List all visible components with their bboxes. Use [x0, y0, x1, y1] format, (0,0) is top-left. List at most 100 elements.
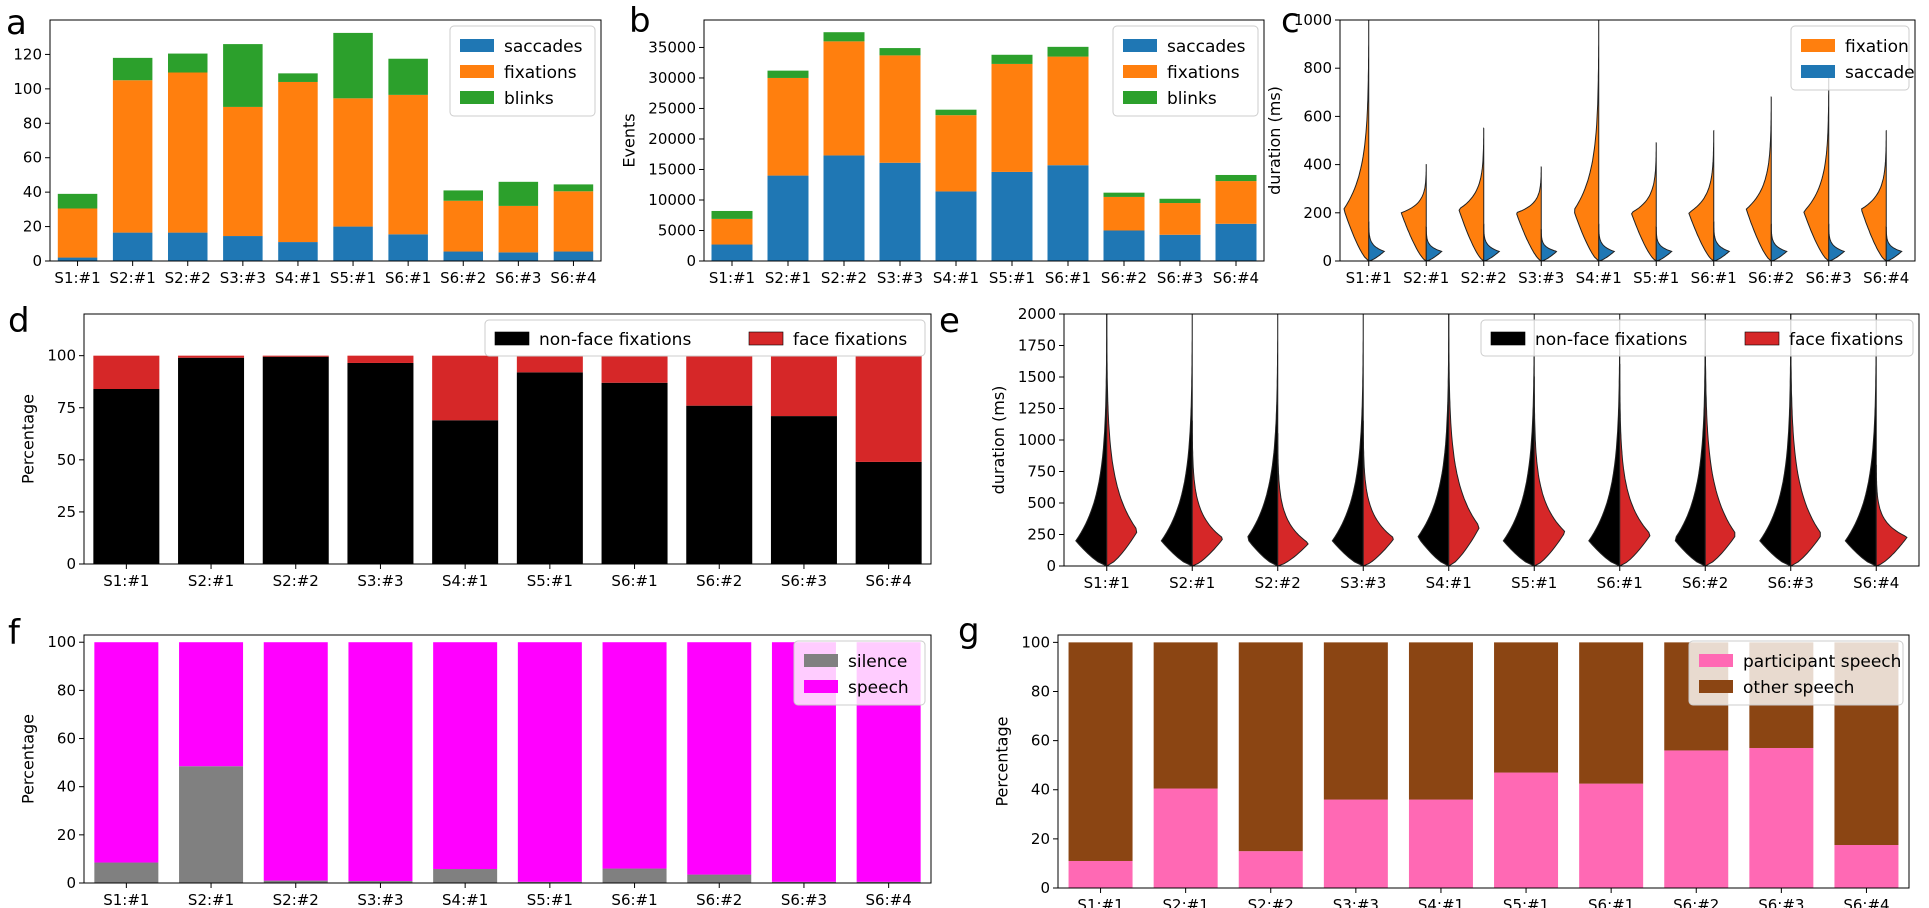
bar-other-speech [1494, 642, 1559, 773]
x-tick-label: S4:#1 [442, 891, 488, 908]
legend-label: face fixations [1789, 330, 1903, 350]
violin-saccade [1598, 223, 1616, 262]
x-tick-label: S1:#1 [1346, 269, 1392, 287]
bar-silence [263, 880, 328, 883]
violin-face-fixations [1448, 313, 1480, 567]
bar-speech [263, 642, 328, 881]
bar-speech [517, 642, 582, 882]
bar-other-speech [1408, 642, 1473, 800]
x-tick-label: S6:#2 [696, 891, 742, 908]
x-tick-label: S6:#2 [1673, 896, 1719, 908]
y-tick-label: 500 [1027, 494, 1056, 512]
violin-non-face-fixations [1160, 313, 1193, 567]
y-tick-label: 750 [1027, 463, 1056, 481]
bar-fixations [935, 115, 977, 192]
x-tick-label: S1:#1 [1077, 896, 1123, 908]
legend: non-face fixations face fixations [1480, 319, 1914, 357]
bar-silence [771, 881, 836, 883]
bar-face-fixations [432, 355, 499, 421]
bar-blinks [991, 54, 1033, 64]
y-tick-label: 200 [1303, 204, 1332, 222]
panel-letter-c: c [1281, 1, 1300, 41]
bar-saccades [711, 244, 753, 261]
bar-fixations [498, 205, 539, 253]
bar-saccades [935, 191, 977, 261]
x-tick-label: S6:#1 [385, 269, 431, 287]
x-tick-label: S2:#2 [1255, 574, 1301, 592]
legend-label: non-face fixations [539, 330, 691, 350]
violin-saccade [1540, 228, 1558, 262]
y-tick-label: 60 [23, 149, 42, 167]
x-tick-label: S2:#1 [1163, 896, 1209, 908]
bar-non-face-fixations [178, 357, 245, 564]
bar-face-fixations [93, 355, 160, 389]
plot-frame [703, 19, 1265, 262]
legend-label: saccades [504, 37, 583, 57]
legend: participant speech other speech [1688, 640, 1904, 706]
x-tick-label: S6:#4 [550, 269, 596, 287]
x-tick-label: S2:#2 [165, 269, 211, 287]
y-tick-label: 5000 [658, 221, 696, 239]
violin-fixation [1745, 96, 1773, 262]
y-tick-label: 1500 [1018, 368, 1056, 386]
legend-swatch [1699, 680, 1733, 693]
bar-face-fixations [770, 355, 837, 417]
x-tick-label: S6:#2 [1748, 269, 1794, 287]
violin-face-fixations [1106, 313, 1138, 567]
x-tick-label: S3:#3 [357, 891, 403, 908]
bar-other-speech [1238, 642, 1303, 852]
y-tick-label: 0 [686, 252, 696, 270]
y-tick-label: 50 [57, 451, 76, 469]
bar-saccades [1047, 165, 1089, 261]
x-tick-label: S1:#1 [103, 572, 149, 590]
x-tick-label: S6:#2 [440, 269, 486, 287]
bar-speech [602, 642, 667, 869]
y-tick-label: 1250 [1018, 400, 1056, 418]
violin-fixation [1631, 142, 1658, 262]
y-tick-label: 80 [57, 681, 76, 699]
bar-saccades [112, 232, 153, 261]
y-tick-label: 20 [23, 218, 42, 236]
x-tick-label: S6:#4 [1843, 896, 1889, 908]
bar-speech [94, 642, 159, 863]
violin-fixation [1458, 127, 1486, 262]
bar-blinks [1103, 192, 1145, 197]
bar-participant-speech [1834, 845, 1899, 888]
legend-label: fixations [504, 63, 577, 83]
y-tick-label: 120 [13, 45, 42, 63]
x-tick-label: S4:#1 [442, 572, 488, 590]
legend-label: saccade [1845, 63, 1915, 83]
violin-saccade [1368, 221, 1386, 262]
bar-participant-speech [1494, 772, 1559, 888]
bar-blinks [935, 109, 977, 116]
x-tick-label: S6:#3 [1157, 269, 1203, 287]
violin-face-fixations [1875, 464, 1908, 567]
x-tick-label: S2:#1 [1169, 574, 1215, 592]
x-tick-label: S4:#1 [1426, 574, 1472, 592]
chart-panel-d: 0 25 50 75 100 S1:#1 S2:#1 S2:#2 S3:#3 S4:#1 S5:#1… [19, 313, 932, 590]
bar-participant-speech [1153, 788, 1218, 888]
violin-face-fixations [1362, 420, 1394, 567]
bar-fixations [168, 72, 208, 233]
bar-speech [179, 642, 244, 767]
bar-silence [517, 881, 582, 883]
bar-blinks [823, 32, 865, 42]
y-tick-label: 35000 [648, 38, 696, 56]
x-tick-label: S6:#4 [1213, 269, 1259, 287]
y-tick-label: 0 [66, 555, 76, 573]
legend-swatch [748, 331, 784, 346]
bar-blinks [1047, 46, 1089, 57]
x-tick-label: S6:#4 [1863, 269, 1909, 287]
bar-fixations [711, 218, 753, 245]
x-tick-label: S4:#1 [275, 269, 321, 287]
x-tick-label: S2:#2 [821, 269, 867, 287]
bar-non-face-fixations [601, 382, 668, 564]
bar-silence [687, 874, 752, 883]
violin-fixation [1343, 19, 1371, 262]
x-tick-label: S4:#1 [1576, 269, 1622, 287]
bar-saccades [498, 252, 539, 261]
bar-non-face-fixations [347, 362, 414, 564]
violin-non-face-fixations [1331, 313, 1364, 567]
bar-participant-speech [1664, 750, 1729, 888]
bar-fixations [388, 94, 428, 235]
